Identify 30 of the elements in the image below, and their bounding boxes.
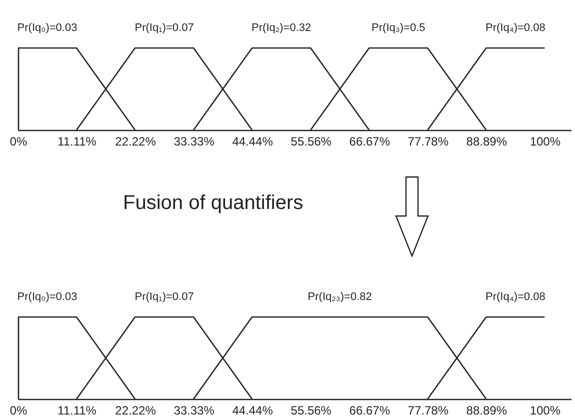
x-tick-label: 22.22% xyxy=(115,134,156,148)
x-tick-label: 88.89% xyxy=(466,134,508,148)
series-label: Pr(Iq₄)=0.08 xyxy=(485,291,546,303)
x-tick-label: 66.67% xyxy=(349,134,390,148)
x-tick-label: 77.78% xyxy=(408,134,449,148)
x-tick-label: 33.33% xyxy=(174,134,215,148)
series-label: Pr(Iq₁)=0.07 xyxy=(134,291,194,303)
x-tick-label: 55.56% xyxy=(290,404,332,416)
x-tick-label: 77.78% xyxy=(408,404,449,416)
x-tick-label: 88.89% xyxy=(466,404,508,416)
x-tick-label: 44.44% xyxy=(232,134,274,148)
x-tick-label: 0% xyxy=(10,404,28,416)
x-tick-label: 11.11% xyxy=(58,404,97,416)
x-tick-label: 66.67% xyxy=(349,404,390,416)
series-label: Pr(Iq₂)=0.32 xyxy=(252,22,312,34)
series-label: Pr(Iq₄)=0.08 xyxy=(485,22,546,34)
x-tick-label: 55.56% xyxy=(290,134,332,148)
x-tick-label: 22.22% xyxy=(115,404,156,416)
x-tick-label: 11.11% xyxy=(58,134,97,148)
x-tick-label: 100% xyxy=(530,134,561,148)
series-label: Pr(Iq₁)=0.07 xyxy=(134,22,194,34)
series-label: Pr(Iq₃)=0.5 xyxy=(372,22,426,34)
x-tick-label: 33.33% xyxy=(174,404,215,416)
chart-title: Fusion of quantifiers xyxy=(123,192,304,215)
x-tick-label: 100% xyxy=(530,404,561,416)
series-label: Pr(Iq₂₃)=0.82 xyxy=(308,291,372,303)
x-tick-label: 44.44% xyxy=(232,404,274,416)
x-tick-label: 0% xyxy=(10,134,28,148)
series-label: Pr(Iq₀)=0.03 xyxy=(17,22,78,34)
series-label: Pr(Iq₀)=0.03 xyxy=(17,291,78,303)
